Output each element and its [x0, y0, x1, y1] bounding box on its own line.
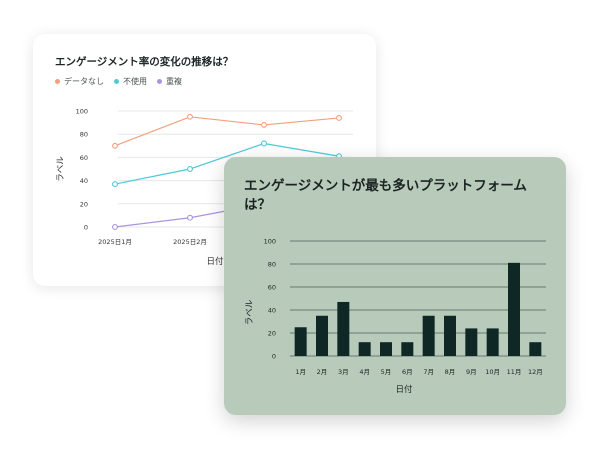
legend-dot-unused: [114, 79, 119, 84]
legend-label-duplicate: 重複: [166, 77, 182, 86]
line-xtick-label-1: 2025日2月: [173, 238, 207, 246]
line-point-1-0: [112, 181, 118, 188]
line-point-1-1: [187, 166, 193, 172]
legend-item-no-data: データなし: [55, 76, 104, 87]
bar-0: [294, 327, 307, 356]
line-series-1: [114, 142, 340, 185]
line-ytick-label-1: 20: [80, 200, 88, 208]
legend-item-duplicate: 重複: [157, 76, 182, 87]
bar-xtick-label-4: 5月: [381, 368, 392, 376]
line-ytick-label-3: 60: [80, 154, 88, 162]
bar-x-axis-label: 日付: [395, 384, 413, 395]
line-x-axis-label: 日付: [206, 256, 224, 267]
bar-11: [529, 342, 542, 356]
bar-9: [486, 328, 499, 356]
bar-xtick-label-10: 11月: [507, 368, 522, 376]
line-point-1-2: [261, 140, 267, 147]
line-ytick-label-5: 100: [76, 108, 88, 116]
bar-1: [316, 315, 328, 356]
bar-chart-card: エンゲージメントが最も多いプラットフォームは？ 0 20 40 60 80 100 1月 2月…: [224, 157, 566, 415]
legend-dot-no-data: [55, 79, 60, 84]
line-y-axis-label: ラベル: [56, 156, 66, 182]
bar-ytick-label-3: 60: [268, 284, 276, 292]
bar-xtick-label-8: 9月: [466, 368, 477, 376]
line-chart-title: エンゲージメント率の変化の推移は？: [55, 56, 234, 68]
bar-chart-plot: 0 20 40 60 80 100 1月 2月 3月 4月 5月 6月 7月 8月 9月 10月 11月 12月日…: [245, 238, 546, 395]
bar-xtick-label-9: 10月: [485, 368, 500, 376]
line-point-0-1: [187, 113, 193, 120]
line-ytick-label-4: 80: [80, 131, 88, 139]
legend-label-unused: 不使用: [123, 77, 147, 86]
bar-xtick-label-11: 12月: [528, 368, 543, 376]
line-point-2-0: [112, 224, 118, 230]
line-ytick-label-2: 40: [80, 177, 88, 185]
bar-10: [508, 262, 520, 356]
bar-xtick-label-3: 4月: [359, 368, 370, 376]
bar-8: [465, 328, 478, 356]
bar-xtick-label-0: 1月: [295, 368, 306, 376]
line-series-0: [114, 116, 340, 147]
bar-ytick-label-4: 80: [268, 261, 276, 269]
bar-3: [358, 342, 371, 356]
bar-2: [337, 301, 350, 356]
line-point-2-1: [187, 214, 193, 221]
legend-item-unused: 不使用: [114, 76, 147, 87]
bar-4: [380, 342, 392, 356]
legend-label-no-data: データなし: [64, 77, 104, 86]
line-point-0-0: [112, 142, 118, 149]
bar-5: [401, 342, 414, 356]
line-ytick-label-0: 0: [84, 224, 88, 232]
bar-xtick-label-7: 8月: [445, 368, 456, 376]
bar-y-axis-label: ラベル: [245, 299, 255, 325]
line-chart-legend: データなし 不使用 重複: [55, 76, 182, 87]
bar-6: [422, 315, 435, 356]
bar-ytick-label-5: 100: [264, 238, 276, 246]
bar-ytick-label-0: 0: [272, 353, 276, 361]
bar-xtick-label-2: 3月: [338, 368, 349, 376]
line-point-0-3: [336, 115, 342, 121]
bar-xtick-label-1: 2月: [317, 368, 328, 376]
line-xtick-label-0: 2025日1月: [98, 238, 132, 246]
bar-xtick-label-5: 6月: [402, 368, 413, 376]
legend-dot-duplicate: [157, 79, 162, 84]
line-point-0-2: [261, 121, 267, 128]
bar-chart-title: エンゲージメントが最も多いプラットフォームは？: [244, 178, 527, 213]
bar-7: [444, 315, 456, 356]
bar-ytick-label-2: 40: [268, 307, 276, 315]
bar-ytick-label-1: 20: [268, 330, 276, 338]
bar-xtick-label-6: 7月: [423, 368, 434, 376]
